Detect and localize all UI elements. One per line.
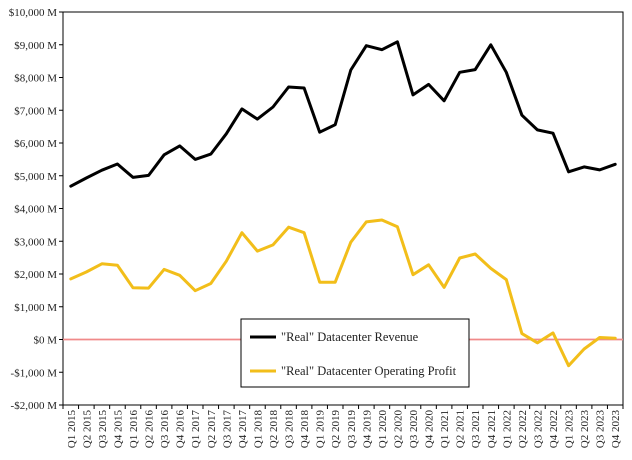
y-tick-label: $4,000 M	[14, 204, 57, 216]
x-tick-label: Q3 2018	[284, 410, 296, 449]
y-tick-label: $9,000 M	[14, 40, 57, 52]
y-tick-label: $0 M	[33, 335, 57, 347]
x-tick-label: Q1 2022	[501, 410, 513, 448]
x-tick-label: Q4 2021	[486, 410, 498, 448]
x-tick-label: Q4 2020	[424, 410, 436, 449]
x-tick-label: Q3 2022	[532, 410, 544, 448]
x-tick-label: Q4 2015	[112, 410, 124, 449]
x-tick-label: Q2 2023	[579, 410, 591, 449]
x-tick-label: Q3 2015	[97, 410, 109, 449]
x-tick-label: Q4 2016	[175, 410, 187, 449]
y-tick-label: $6,000 M	[14, 138, 57, 150]
x-tick-label: Q2 2015	[81, 410, 93, 449]
x-tick-label: Q1 2023	[564, 410, 576, 449]
x-tick-label: Q1 2020	[377, 410, 389, 449]
x-tick-label: Q2 2019	[330, 410, 342, 449]
x-tick-label: Q2 2022	[517, 410, 529, 448]
x-tick-label: Q1 2017	[190, 410, 202, 449]
x-tick-label: Q3 2017	[221, 410, 233, 449]
x-tick-label: Q3 2023	[595, 410, 607, 449]
x-axis: Q1 2015 Q2 2015 Q3 2015 Q4 2015 Q1 2016 Q2 20…	[62, 405, 624, 449]
y-axis: $10,000 M $9,000 M $8,000 M $7,000 M $6,000 …	[9, 7, 63, 412]
x-tick-label: Q4 2019	[361, 410, 373, 449]
legend-label-revenue: "Real" Datacenter Revenue	[281, 330, 419, 344]
legend-box	[240, 318, 470, 388]
legend-label-operating-profit: "Real" Datacenter Operating Profit	[281, 364, 457, 378]
x-tick-label: Q3 2019	[346, 410, 358, 449]
series-line-revenue	[69, 40, 617, 188]
x-tick-label: Q3 2016	[159, 410, 171, 449]
series-line-operating-profit	[69, 218, 617, 368]
x-tick-label: Q1 2019	[315, 410, 327, 449]
y-tick-label: $10,000 M	[9, 7, 58, 19]
x-tick-label: Q1 2018	[252, 410, 264, 449]
x-tick-label: Q4 2023	[610, 410, 622, 449]
x-tick-label: Q1 2016	[128, 410, 140, 449]
y-tick-label: $7,000 M	[14, 105, 57, 117]
x-tick-label: Q2 2016	[144, 410, 156, 449]
x-tick-label: Q1 2021	[439, 410, 451, 448]
y-tick-label: $3,000 M	[14, 236, 57, 248]
x-tick-label: Q2 2017	[206, 410, 218, 449]
x-tick-label: Q3 2020	[408, 410, 420, 449]
y-tick-label: -$2,000 M	[11, 400, 58, 412]
y-tick-label: $5,000 M	[14, 171, 57, 183]
x-tick-label: Q2 2021	[455, 410, 467, 448]
x-tick-label: Q1 2015	[66, 410, 78, 449]
x-tick-label: Q4 2022	[548, 410, 560, 448]
x-tick-label: Q4 2017	[237, 410, 249, 449]
y-tick-label: -$1,000 M	[11, 367, 58, 379]
x-tick-label: Q4 2018	[299, 410, 311, 449]
x-tick-label: Q2 2020	[392, 410, 404, 449]
x-tick-label: Q3 2021	[470, 410, 482, 448]
series-layer	[69, 40, 617, 368]
y-tick-label: $8,000 M	[14, 73, 57, 85]
legend: "Real" Datacenter Revenue "Real" Datacen…	[240, 318, 470, 388]
x-tick-label: Q2 2018	[268, 410, 280, 449]
y-tick-label: $2,000 M	[14, 269, 57, 281]
y-tick-label: $1,000 M	[14, 302, 57, 314]
